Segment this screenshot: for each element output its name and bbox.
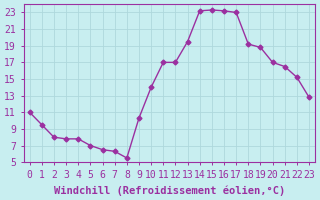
X-axis label: Windchill (Refroidissement éolien,°C): Windchill (Refroidissement éolien,°C) [54, 185, 285, 196]
